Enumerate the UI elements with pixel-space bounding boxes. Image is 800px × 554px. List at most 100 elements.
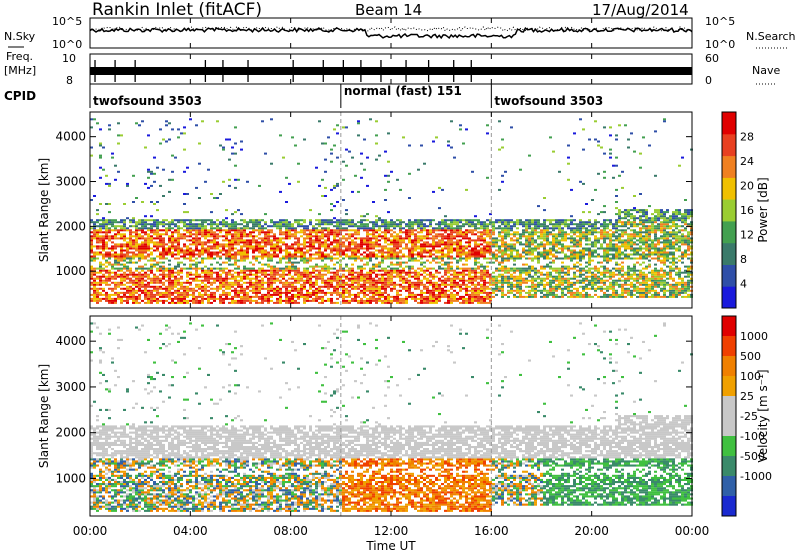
power-cell <box>132 261 135 264</box>
power-cell <box>129 243 132 246</box>
power-cell <box>150 301 153 304</box>
power-cell <box>450 255 453 258</box>
power-cell <box>114 247 117 250</box>
power-cell <box>522 221 525 224</box>
power-cell <box>243 257 246 260</box>
power-cell <box>96 237 99 240</box>
power-cell <box>192 299 195 302</box>
power-cell <box>531 221 534 224</box>
power-cell <box>441 247 444 250</box>
power-cell <box>555 293 558 296</box>
power-cell <box>528 237 531 240</box>
power-cell <box>99 283 102 286</box>
power-cell <box>258 279 261 282</box>
power-cell <box>495 283 498 286</box>
power-cell <box>423 249 426 252</box>
power-cell <box>498 287 501 290</box>
power-cell <box>375 291 378 294</box>
power-cell <box>465 269 468 272</box>
power-cell <box>405 261 408 264</box>
power-cell <box>243 251 246 254</box>
power-cell <box>450 267 453 270</box>
power-cell <box>189 287 192 290</box>
power-cell <box>273 275 276 278</box>
power-cell <box>390 223 393 226</box>
power-cell <box>471 225 474 228</box>
power-cell <box>264 273 267 276</box>
power-cell <box>357 120 360 123</box>
power-cell <box>252 285 255 288</box>
power-cell <box>462 231 465 234</box>
power-cell <box>318 291 321 294</box>
power-cell <box>369 269 372 272</box>
power-cell <box>330 249 333 252</box>
power-cell <box>375 285 378 288</box>
power-cell <box>477 219 480 222</box>
power-cell <box>147 186 150 189</box>
power-cell <box>210 273 213 276</box>
power-cell <box>510 251 513 254</box>
power-cell <box>150 263 153 266</box>
power-cell <box>150 277 153 280</box>
power-cell <box>393 257 396 260</box>
power-cell <box>237 301 240 304</box>
power-cell <box>249 221 252 224</box>
power-cell <box>162 299 165 302</box>
power-cell <box>414 249 417 252</box>
power-cell <box>456 259 459 262</box>
power-cell <box>498 148 501 151</box>
power-cell <box>135 289 138 292</box>
power-cell <box>417 293 420 296</box>
power-cell <box>246 277 249 280</box>
power-cell <box>123 271 126 274</box>
power-cell <box>429 253 432 256</box>
power-cell <box>204 227 207 230</box>
power-cell <box>153 249 156 252</box>
power-cell <box>195 263 198 266</box>
power-cell <box>219 273 222 276</box>
power-cell <box>558 269 561 272</box>
power-cell <box>384 297 387 300</box>
power-cell <box>450 301 453 304</box>
power-cell <box>297 275 300 278</box>
power-cell <box>429 297 432 300</box>
power-cell <box>456 235 459 238</box>
power-cell <box>174 237 177 240</box>
power-cell <box>129 293 132 296</box>
power-cell <box>219 287 222 290</box>
power-cell <box>114 281 117 284</box>
power-cell <box>144 245 147 248</box>
power-cell <box>438 239 441 242</box>
power-cell <box>441 221 444 224</box>
power-cell <box>291 287 294 290</box>
power-cell <box>393 235 396 238</box>
power-cell <box>432 267 435 270</box>
power-cell <box>201 275 204 278</box>
power-cell <box>123 259 126 262</box>
power-cell <box>537 253 540 256</box>
power-cell <box>252 229 255 232</box>
power-cell <box>192 293 195 296</box>
power-cell <box>447 140 450 143</box>
power-cell <box>366 287 369 290</box>
power-cell <box>531 235 534 238</box>
power-cell <box>360 291 363 294</box>
power-cell <box>153 237 156 240</box>
power-cell <box>414 257 417 260</box>
power-cell <box>276 253 279 256</box>
power-cell <box>534 289 537 292</box>
power-cell <box>243 289 246 292</box>
power-cell <box>345 283 348 286</box>
power-cell <box>351 277 354 280</box>
power-cell <box>168 239 171 242</box>
power-cell <box>225 249 228 252</box>
power-cell <box>471 301 474 304</box>
power-cell <box>117 134 120 137</box>
power-cell <box>393 253 396 256</box>
power-cell <box>243 293 246 296</box>
power-cell <box>114 275 117 278</box>
power-cell <box>522 223 525 226</box>
power-cell <box>216 277 219 280</box>
power-cell <box>453 231 456 234</box>
power-cell <box>384 287 387 290</box>
